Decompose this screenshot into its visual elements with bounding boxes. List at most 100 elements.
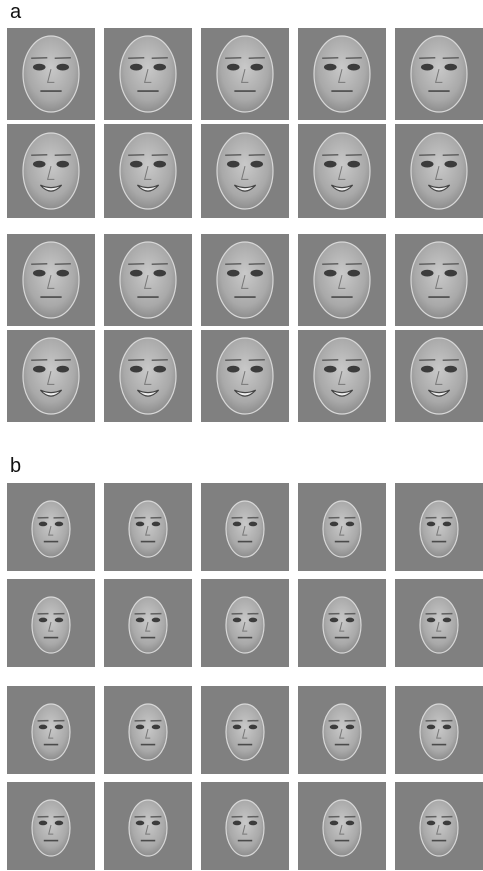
face <box>313 35 371 113</box>
panel-label: a <box>10 1 22 23</box>
nose <box>337 371 346 385</box>
face <box>128 703 168 761</box>
eye <box>153 365 167 373</box>
eye <box>347 160 361 168</box>
face <box>216 35 274 113</box>
eye <box>347 365 361 373</box>
eye <box>129 63 143 71</box>
eye <box>54 820 64 826</box>
nose <box>240 166 249 180</box>
eye <box>135 724 145 730</box>
eye <box>345 724 355 730</box>
eye <box>226 365 240 373</box>
eye <box>129 269 143 277</box>
eye <box>426 617 436 623</box>
mouth <box>427 184 451 192</box>
nose <box>46 371 55 385</box>
eye <box>232 724 242 730</box>
face <box>216 337 274 415</box>
face <box>322 703 362 761</box>
face <box>225 703 265 761</box>
eye <box>248 820 258 826</box>
eye <box>153 63 167 71</box>
eye <box>248 724 258 730</box>
face <box>313 337 371 415</box>
mouth <box>39 389 63 397</box>
mouth <box>330 389 354 397</box>
eye <box>323 269 337 277</box>
face <box>31 596 71 654</box>
face <box>22 241 80 319</box>
face <box>128 799 168 857</box>
nose <box>46 275 55 289</box>
nose <box>337 69 346 83</box>
nose <box>436 621 442 632</box>
eye <box>32 160 46 168</box>
panel-label: b <box>10 455 21 477</box>
face <box>410 337 468 415</box>
mouth <box>330 184 354 192</box>
nose <box>145 824 151 835</box>
mouth <box>136 389 160 397</box>
nose <box>436 525 442 536</box>
eye <box>426 521 436 527</box>
eye <box>38 724 48 730</box>
face <box>410 132 468 210</box>
eye <box>38 617 48 623</box>
face <box>216 132 274 210</box>
face <box>419 799 459 857</box>
face <box>22 132 80 210</box>
eye <box>426 724 436 730</box>
eye <box>151 521 161 527</box>
nose <box>143 371 152 385</box>
face <box>419 703 459 761</box>
eye <box>426 820 436 826</box>
eye <box>38 820 48 826</box>
eye <box>347 63 361 71</box>
nose <box>46 69 55 83</box>
face <box>410 241 468 319</box>
nose <box>242 621 248 632</box>
eye <box>444 269 458 277</box>
face <box>419 500 459 558</box>
eye <box>153 269 167 277</box>
face <box>119 132 177 210</box>
eye <box>248 617 258 623</box>
eye <box>444 365 458 373</box>
nose <box>339 728 345 739</box>
nose <box>240 371 249 385</box>
nose <box>436 824 442 835</box>
eye <box>442 617 452 623</box>
face <box>419 596 459 654</box>
eye <box>32 269 46 277</box>
nose <box>434 166 443 180</box>
nose <box>46 166 55 180</box>
eye <box>38 521 48 527</box>
nose <box>145 621 151 632</box>
eye <box>56 365 70 373</box>
nose <box>339 621 345 632</box>
eye <box>129 365 143 373</box>
eye <box>232 617 242 623</box>
eye <box>444 160 458 168</box>
nose <box>240 69 249 83</box>
eye <box>329 820 339 826</box>
eye <box>442 724 452 730</box>
eye <box>250 269 264 277</box>
eye <box>232 820 242 826</box>
eye <box>135 521 145 527</box>
nose <box>48 824 54 835</box>
nose <box>339 824 345 835</box>
face <box>322 799 362 857</box>
face <box>128 596 168 654</box>
face <box>31 799 71 857</box>
eye <box>129 160 143 168</box>
mouth <box>427 389 451 397</box>
mouth <box>39 184 63 192</box>
eye <box>420 269 434 277</box>
eye <box>135 820 145 826</box>
eye <box>54 724 64 730</box>
eye <box>153 160 167 168</box>
face <box>322 500 362 558</box>
